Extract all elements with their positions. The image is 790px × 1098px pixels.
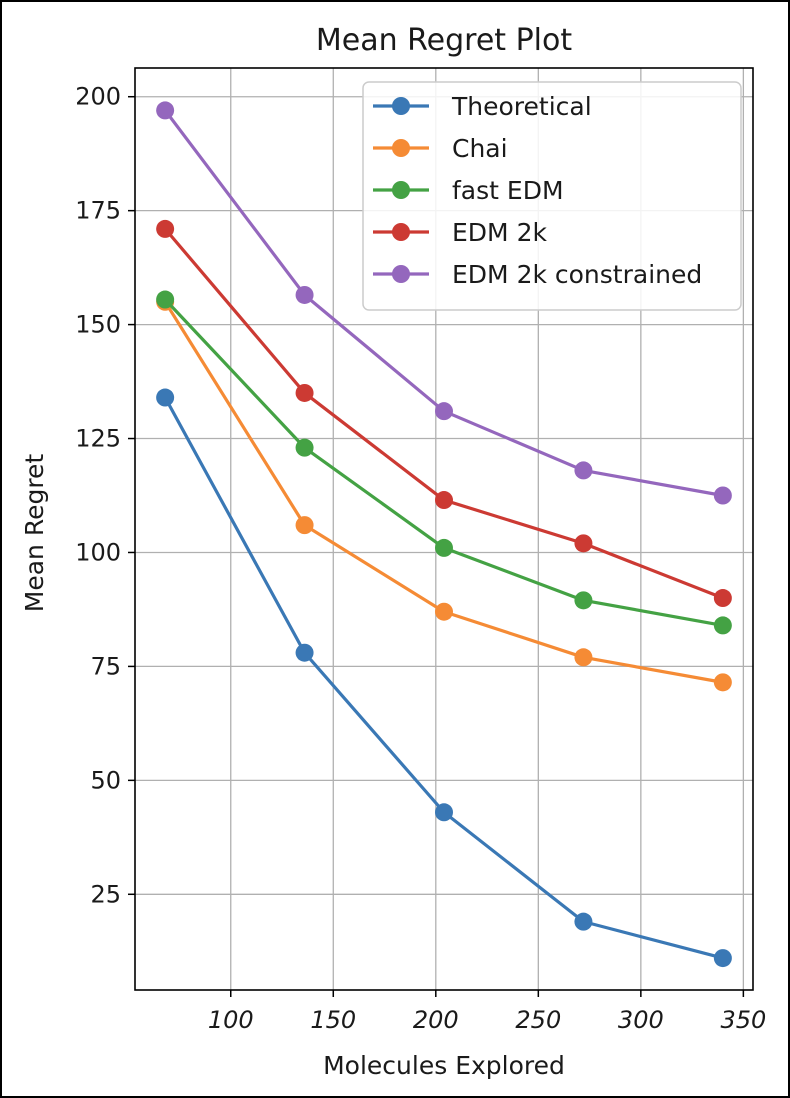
- data-point-chai-3: [574, 648, 593, 667]
- data-point-chai-4: [713, 673, 732, 692]
- data-point-chai-2: [435, 602, 453, 621]
- data-point-theoretical-4: [713, 949, 732, 968]
- y-axis-label: Mean Regret: [20, 454, 49, 613]
- legend-label-edm-2k: EDM 2k: [452, 218, 547, 247]
- legend-marker-chai: [392, 139, 410, 157]
- data-point-edm-2k-constrained-2: [435, 402, 453, 421]
- data-point-edm-2k-2: [435, 491, 453, 510]
- legend-label-chai: Chai: [452, 134, 508, 163]
- legend-label-theoretical: Theoretical: [451, 92, 592, 121]
- data-point-chai-1: [295, 516, 314, 535]
- data-point-edm-2k-1: [295, 383, 314, 402]
- data-point-fast-edm-0: [156, 290, 175, 309]
- y-tick-label-75: 75: [90, 652, 121, 680]
- chart-title: Mean Regret Plot: [316, 23, 572, 58]
- data-point-fast-edm-2: [435, 538, 453, 557]
- data-point-edm-2k-constrained-3: [574, 461, 593, 480]
- data-point-fast-edm-1: [295, 438, 314, 457]
- x-tick-label-350: 350: [720, 1006, 766, 1034]
- data-point-theoretical-1: [295, 643, 314, 662]
- x-tick-label-250: 250: [515, 1006, 561, 1034]
- x-tick-label-300: 300: [618, 1006, 664, 1034]
- data-point-edm-2k-3: [574, 534, 593, 553]
- data-point-fast-edm-3: [574, 591, 593, 610]
- y-tick-label-150: 150: [75, 311, 121, 339]
- data-point-edm-2k-constrained-0: [156, 101, 175, 120]
- data-point-edm-2k-constrained-1: [295, 285, 314, 304]
- legend-marker-fast-edm: [392, 181, 410, 199]
- legend-label-edm-2k-constrained: EDM 2k constrained: [452, 260, 702, 289]
- data-point-edm-2k-4: [713, 589, 732, 608]
- data-point-theoretical-0: [156, 388, 175, 407]
- y-tick-label-50: 50: [90, 766, 121, 794]
- x-axis-label: Molecules Explored: [323, 1051, 565, 1080]
- data-point-theoretical-3: [574, 912, 593, 931]
- legend-label-fast-edm: fast EDM: [452, 176, 564, 205]
- data-point-edm-2k-0: [156, 219, 175, 238]
- data-point-edm-2k-constrained-4: [713, 486, 732, 505]
- data-point-fast-edm-4: [713, 616, 732, 635]
- legend-marker-theoretical: [392, 97, 410, 115]
- x-tick-label-200: 200: [413, 1006, 459, 1034]
- axes-frame: [134, 67, 754, 991]
- x-tick-label-150: 150: [310, 1006, 356, 1034]
- y-tick-label-175: 175: [75, 197, 121, 225]
- data-point-theoretical-2: [435, 803, 453, 822]
- series-line-fast-edm: [163, 298, 724, 627]
- y-tick-label-25: 25: [90, 880, 121, 908]
- x-tick-label-100: 100: [208, 1006, 254, 1034]
- y-tick-label-125: 125: [75, 425, 121, 453]
- legend-marker-edm-2k-constrained: [392, 265, 410, 283]
- legend-marker-edm-2k: [392, 223, 410, 241]
- y-tick-label-100: 100: [75, 538, 121, 566]
- y-tick-label-200: 200: [75, 83, 121, 111]
- legend: Theoretical Chai fast EDM EDM 2k EDM 2k cons…: [362, 81, 742, 311]
- legend-box: [362, 81, 742, 311]
